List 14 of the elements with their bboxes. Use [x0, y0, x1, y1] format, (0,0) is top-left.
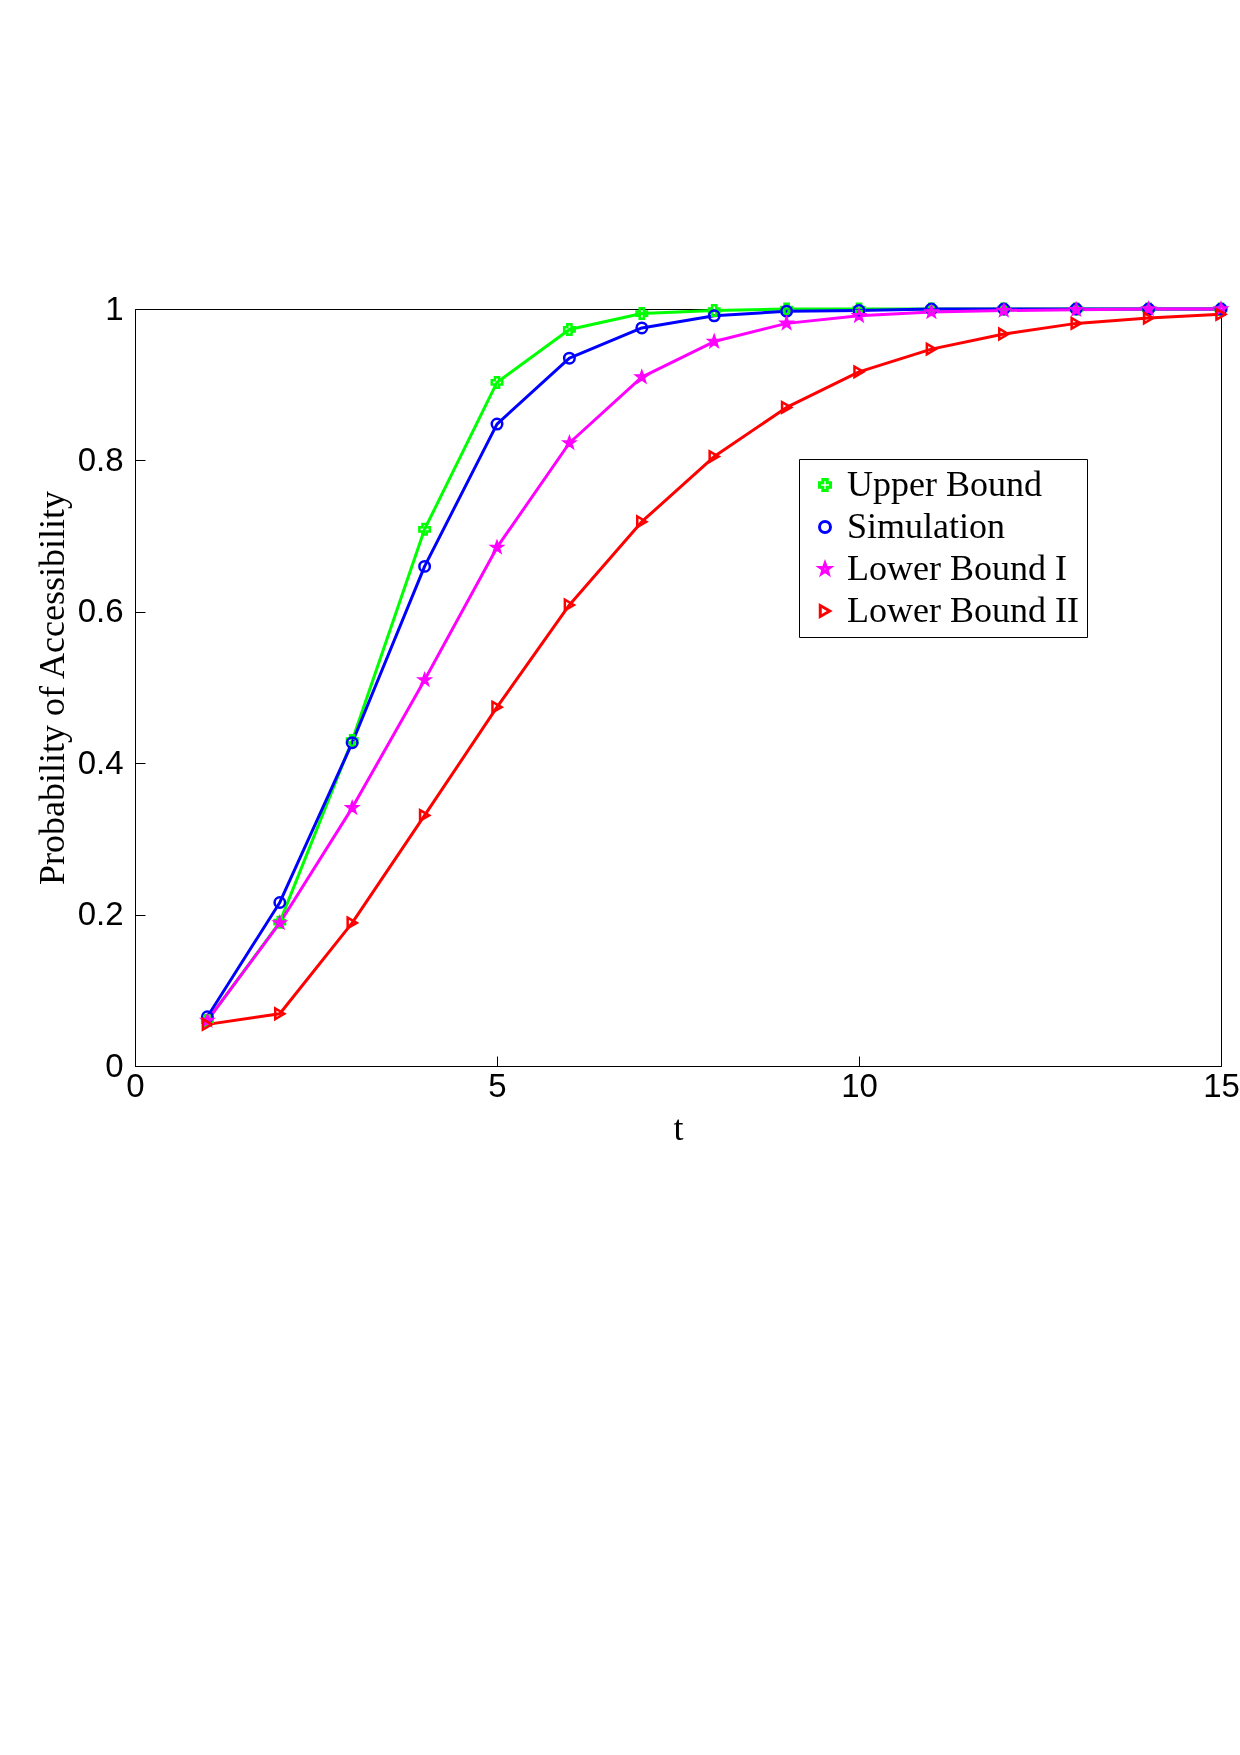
y-tick-label: 0.8 [77, 440, 124, 478]
x-tick-label: 10 [841, 1066, 878, 1104]
x-tick-label: 15 [1203, 1066, 1240, 1104]
legend-label: Simulation [847, 506, 1006, 546]
x-tick-label: 5 [488, 1066, 507, 1104]
x-axis-title: t [673, 1107, 684, 1148]
y-tick-label: 1 [105, 289, 124, 327]
legend-label: Lower Bound I [847, 548, 1067, 588]
y-axis-title: Probability of Accessibility [31, 491, 72, 885]
legend-label: Lower Bound II [847, 590, 1079, 630]
y-tick-label: 0.2 [77, 895, 124, 933]
y-tick-label: 0.4 [77, 743, 124, 781]
y-tick-label: 0.6 [77, 592, 124, 630]
legend-label: Upper Bound [847, 464, 1042, 504]
